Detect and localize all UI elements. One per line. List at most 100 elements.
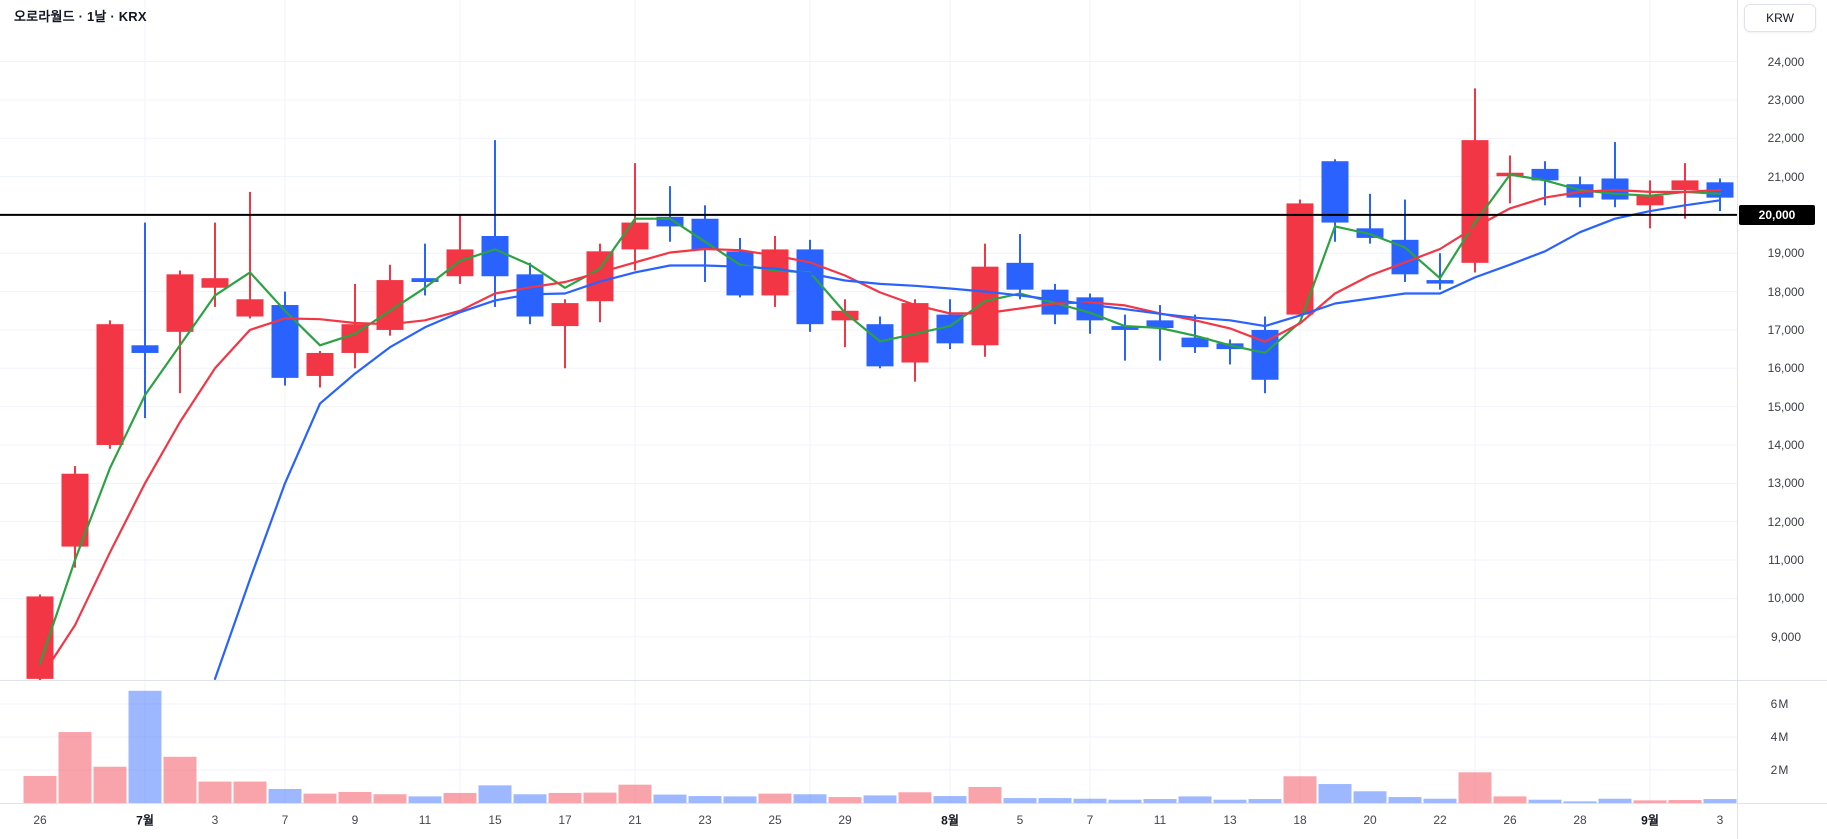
candle[interactable]	[796, 239, 824, 332]
volume-bar[interactable]	[513, 794, 547, 803]
candle[interactable]	[1636, 180, 1664, 229]
time-tick-label: 5	[1016, 813, 1024, 827]
volume-bar[interactable]	[898, 792, 932, 803]
candle[interactable]	[411, 243, 439, 296]
candle[interactable]	[1251, 316, 1279, 394]
candle[interactable]	[306, 351, 334, 388]
candle[interactable]	[621, 163, 649, 271]
volume-bar[interactable]	[1598, 798, 1632, 803]
candle[interactable]	[1391, 199, 1419, 283]
volume-bar[interactable]	[128, 690, 162, 803]
volume-bar[interactable]	[58, 732, 92, 803]
candle[interactable]	[166, 270, 194, 394]
volume-bar[interactable]	[478, 785, 512, 803]
candle[interactable]	[1461, 88, 1489, 273]
volume-bar[interactable]	[1703, 799, 1737, 803]
candle[interactable]	[831, 299, 859, 348]
volume-bar[interactable]	[1388, 797, 1422, 803]
candle[interactable]	[341, 283, 369, 369]
volume-bar[interactable]	[1178, 796, 1212, 803]
candle[interactable]	[1356, 193, 1384, 244]
candle[interactable]	[1321, 159, 1349, 242]
volume-bar[interactable]	[408, 796, 442, 803]
volume-bar[interactable]	[1563, 801, 1597, 803]
volume-bar[interactable]	[1108, 799, 1142, 803]
volume-bar[interactable]	[233, 781, 267, 803]
volume-bar[interactable]	[583, 792, 617, 803]
volume-bar[interactable]	[163, 756, 197, 803]
currency-unit-button[interactable]: KRW	[1744, 4, 1816, 32]
candle[interactable]	[1146, 305, 1174, 361]
volume-bar[interactable]	[863, 795, 897, 803]
volume-bar[interactable]	[828, 797, 862, 803]
candle[interactable]	[131, 222, 159, 419]
candle[interactable]	[61, 466, 89, 568]
candle[interactable]	[551, 299, 579, 369]
volume-bar[interactable]	[1318, 784, 1352, 803]
candle[interactable]	[901, 299, 929, 382]
volume-bar[interactable]	[23, 775, 57, 803]
candle[interactable]	[691, 205, 719, 283]
volume-bar[interactable]	[198, 781, 232, 803]
volume-bar[interactable]	[1283, 776, 1317, 803]
volume-bar[interactable]	[303, 793, 337, 803]
volume-bar[interactable]	[618, 784, 652, 803]
volume-bar[interactable]	[1668, 800, 1702, 803]
price-level-badge: 20,000	[1739, 204, 1815, 225]
candle[interactable]	[481, 140, 509, 307]
volume-bar[interactable]	[1423, 798, 1457, 803]
price-tick-label: 9,000	[1770, 629, 1802, 644]
symbol-title: 오로라월드 · 1날 · KRX	[14, 9, 147, 24]
volume-bar[interactable]	[688, 796, 722, 803]
candle[interactable]	[936, 299, 964, 350]
candle[interactable]	[236, 191, 264, 319]
volume-bar[interactable]	[1073, 798, 1107, 803]
candle[interactable]	[271, 291, 299, 386]
volume-bar[interactable]	[1213, 799, 1247, 803]
time-tick-label: 8월	[941, 813, 959, 828]
volume-bar[interactable]	[548, 792, 582, 803]
volume-bar[interactable]	[1248, 799, 1282, 803]
ma-line-ma-mid[interactable]	[38, 188, 1722, 680]
candle[interactable]	[1181, 314, 1209, 353]
candle[interactable]	[1111, 314, 1139, 361]
candle[interactable]	[1531, 161, 1559, 206]
volume-bar[interactable]	[1458, 772, 1492, 803]
volume-bar[interactable]	[1528, 799, 1562, 803]
volume-bar[interactable]	[443, 792, 477, 803]
ma-line-ma-slow[interactable]	[213, 199, 1722, 680]
candle[interactable]	[1601, 142, 1629, 208]
volume-bar[interactable]	[1003, 798, 1037, 803]
candle[interactable]	[1006, 234, 1034, 300]
volume-bar[interactable]	[268, 788, 302, 803]
volume-bar[interactable]	[933, 796, 967, 803]
volume-bar[interactable]	[793, 794, 827, 803]
candle[interactable]	[96, 320, 124, 449]
volume-bar[interactable]	[723, 796, 757, 803]
ma-line-ma-fast[interactable]	[38, 173, 1722, 665]
volume-bar[interactable]	[1633, 800, 1667, 803]
candle[interactable]	[446, 214, 474, 284]
time-tick-label: 21	[628, 813, 642, 827]
volume-bar[interactable]	[653, 794, 687, 803]
volume-bar[interactable]	[338, 791, 372, 803]
candle[interactable]	[1496, 155, 1524, 204]
volume-bar[interactable]	[1038, 798, 1072, 803]
candle[interactable]	[1426, 253, 1454, 290]
volume-bar[interactable]	[1143, 799, 1177, 803]
time-tick-label: 26	[1503, 813, 1517, 827]
volume-bar[interactable]	[968, 786, 1002, 803]
volume-bar[interactable]	[1493, 796, 1527, 803]
candle[interactable]	[376, 264, 404, 336]
price-tick-label: 19,000	[1767, 246, 1805, 261]
volume-bar[interactable]	[373, 794, 407, 803]
candle[interactable]	[586, 243, 614, 323]
candle[interactable]	[201, 222, 229, 307]
price-tick-label: 11,000	[1768, 553, 1804, 567]
volume-bar[interactable]	[1353, 791, 1387, 803]
price-tick-label: 14,000	[1767, 437, 1805, 452]
volume-bar[interactable]	[93, 766, 127, 803]
volume-bar[interactable]	[758, 793, 792, 803]
